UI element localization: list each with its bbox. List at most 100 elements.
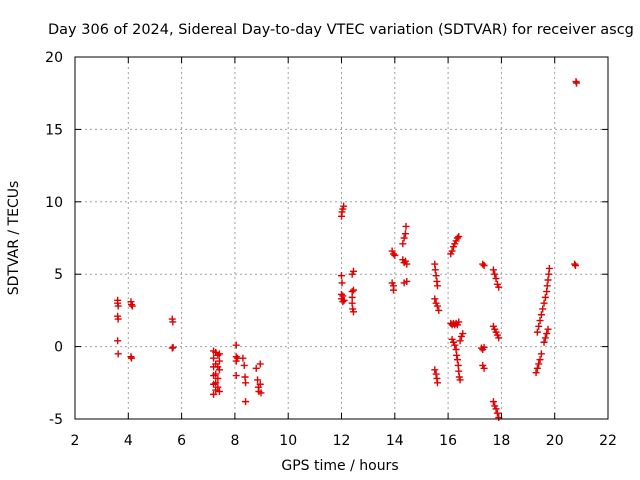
- data-point: [543, 282, 551, 290]
- data-point: [232, 372, 240, 380]
- data-point: [571, 260, 579, 268]
- axis-ticks: [74, 56, 609, 420]
- x-tick-label: 4: [124, 433, 133, 449]
- data-point: [128, 302, 136, 310]
- data-point: [492, 405, 500, 413]
- data-point: [435, 306, 443, 314]
- data-point: [540, 338, 548, 346]
- data-point: [169, 318, 177, 326]
- data-point: [453, 356, 461, 364]
- data-point: [541, 334, 549, 342]
- data-point: [114, 350, 122, 358]
- data-point: [453, 351, 461, 359]
- x-tick-label: 14: [386, 433, 404, 449]
- data-point: [214, 383, 222, 391]
- data-point: [210, 390, 218, 398]
- data-point: [491, 270, 499, 278]
- data-point: [480, 343, 488, 351]
- data-point: [448, 247, 456, 255]
- data-point: [252, 364, 260, 372]
- data-point: [403, 260, 411, 268]
- data-point: [536, 317, 544, 325]
- x-tick-label: 16: [439, 433, 457, 449]
- data-point: [431, 266, 439, 274]
- y-axis-label: SDTVAR / TECUs: [6, 181, 22, 296]
- data-point: [493, 409, 501, 417]
- data-point: [349, 286, 357, 294]
- data-point: [349, 267, 357, 275]
- x-axis-label: GPS time / hours: [281, 458, 398, 474]
- data-point: [537, 350, 545, 358]
- data-point: [533, 328, 541, 336]
- data-point: [403, 277, 411, 285]
- y-tick-label: 20: [45, 50, 63, 66]
- data-point: [456, 376, 464, 384]
- data-point: [338, 272, 345, 280]
- x-tick-label: 6: [177, 433, 186, 449]
- data-point: [545, 264, 553, 272]
- data-point: [389, 250, 397, 258]
- data-point: [210, 354, 218, 362]
- data-point: [215, 366, 223, 374]
- data-point: [212, 370, 220, 378]
- data-point: [114, 337, 122, 345]
- data-point: [539, 305, 547, 313]
- data-point: [451, 341, 459, 349]
- data-point: [242, 379, 250, 387]
- y-tick-label: 15: [45, 122, 63, 138]
- x-tick-label: 12: [333, 433, 351, 449]
- data-point: [168, 344, 176, 352]
- data-point: [480, 364, 488, 372]
- data-point: [215, 387, 223, 395]
- data-point: [257, 389, 265, 397]
- data-point: [240, 361, 248, 369]
- data-point: [338, 279, 346, 287]
- data-point: [114, 302, 122, 310]
- data-point: [432, 370, 440, 378]
- data-point: [532, 369, 540, 377]
- data-point: [489, 398, 497, 406]
- data-point: [402, 222, 410, 230]
- x-tick-label: 8: [230, 433, 239, 449]
- data-point: [214, 351, 222, 359]
- data-point: [453, 234, 461, 242]
- data-point: [535, 322, 543, 330]
- data-point: [537, 311, 545, 319]
- data-point: [254, 376, 262, 384]
- data-point: [433, 282, 441, 290]
- data-point: [169, 343, 177, 351]
- data-point: [349, 308, 357, 316]
- data-point: [242, 398, 250, 406]
- data-point: [456, 337, 464, 345]
- data-point: [256, 360, 264, 368]
- data-point: [544, 276, 552, 284]
- data-point: [495, 334, 503, 342]
- data-point: [433, 302, 441, 310]
- data-point: [256, 380, 264, 388]
- y-tick-label: 0: [54, 340, 63, 356]
- data-point: [127, 301, 135, 309]
- data-point: [401, 230, 409, 238]
- data-point: [533, 364, 541, 372]
- points: [114, 78, 581, 422]
- data-point: [571, 262, 579, 270]
- data-point: [212, 379, 220, 387]
- data-point: [389, 286, 397, 294]
- chart-title: Day 306 of 2024, Sidereal Day-to-day VTE…: [48, 22, 634, 38]
- data-point: [455, 233, 463, 241]
- data-point: [399, 240, 407, 248]
- data-point: [455, 318, 463, 326]
- data-point: [479, 260, 487, 268]
- data-point: [489, 266, 497, 274]
- data-point: [431, 366, 439, 374]
- y-tick-labels: -5 0 5 10 15 20: [45, 50, 63, 428]
- x-tick-label: 2: [71, 433, 80, 449]
- data-point: [339, 292, 347, 300]
- data-point: [432, 272, 440, 280]
- y-tick-label: 10: [45, 195, 63, 211]
- data-point: [495, 283, 503, 291]
- data-point: [459, 330, 467, 338]
- y-tick-label: -5: [49, 412, 63, 428]
- data-point: [400, 234, 408, 242]
